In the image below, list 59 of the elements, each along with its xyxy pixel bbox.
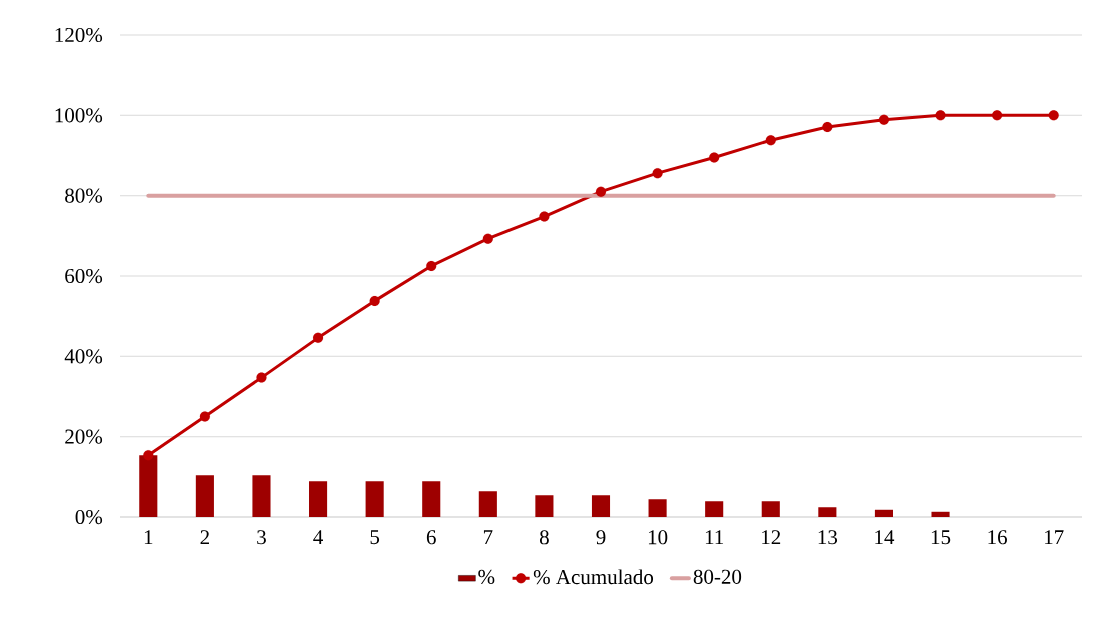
- bar: [931, 511, 950, 517]
- point: [992, 110, 1003, 121]
- bar: [309, 481, 328, 517]
- point: [935, 110, 946, 121]
- bar: [422, 481, 441, 517]
- point: [482, 233, 493, 244]
- point: [426, 260, 437, 272]
- x-tick-label: 14: [875, 530, 895, 545]
- y-tick-label: 120%: [55, 27, 103, 43]
- x-tick-label: 7: [483, 530, 493, 544]
- bar: [761, 501, 780, 517]
- x-tick-label: 1: [144, 530, 153, 545]
- point: [199, 411, 210, 422]
- x-tick-label: 6: [426, 530, 436, 545]
- point: [143, 450, 154, 461]
- x-tick-label: 5: [370, 530, 380, 545]
- y-tick-label: 0%: [75, 509, 103, 525]
- y-tick-label: 60%: [65, 268, 103, 284]
- x-tick-label: 3: [257, 530, 266, 545]
- x-tick-label: 2: [200, 530, 209, 545]
- x-tick-label: 4: [313, 530, 323, 545]
- point: [595, 186, 607, 197]
- point: [1048, 110, 1059, 121]
- x-tick-label: 9: [596, 530, 606, 545]
- point: [822, 121, 833, 133]
- x-tick-label: 15: [931, 530, 951, 545]
- point: [878, 114, 890, 125]
- x-tick-label: 13: [818, 530, 838, 545]
- y-tick-label: 40%: [64, 349, 103, 364]
- x-tick-label: 16: [988, 530, 1008, 545]
- legend-label: % Acumulado: [533, 569, 654, 585]
- x-tick-label: 10: [648, 530, 668, 545]
- bar: [139, 455, 158, 517]
- legend-label: 80-20: [693, 569, 742, 584]
- bar: [478, 491, 497, 517]
- bar: [195, 475, 214, 517]
- x-tick-label: 8: [539, 530, 549, 545]
- bar: [252, 475, 271, 517]
- bar: [874, 509, 893, 517]
- x-tick-label: 11: [705, 530, 724, 545]
- point: [256, 372, 267, 383]
- point: [652, 168, 663, 179]
- point: [313, 332, 324, 343]
- bar: [705, 501, 724, 517]
- y-tick-label: 80%: [65, 188, 103, 203]
- x-tick-label: 12: [762, 530, 781, 545]
- bar: [648, 499, 667, 517]
- y-tick-label: 100%: [55, 108, 103, 123]
- point: [539, 211, 550, 222]
- point: [765, 135, 776, 146]
- point: [709, 152, 720, 163]
- point: [369, 295, 380, 306]
- legend-label: %: [478, 569, 495, 584]
- bar: [818, 507, 837, 517]
- bar: [535, 495, 554, 517]
- x-tick-label: 17: [1045, 530, 1064, 545]
- bar: [365, 481, 384, 517]
- bar: [591, 495, 611, 517]
- y-tick-label: 20%: [65, 429, 103, 444]
